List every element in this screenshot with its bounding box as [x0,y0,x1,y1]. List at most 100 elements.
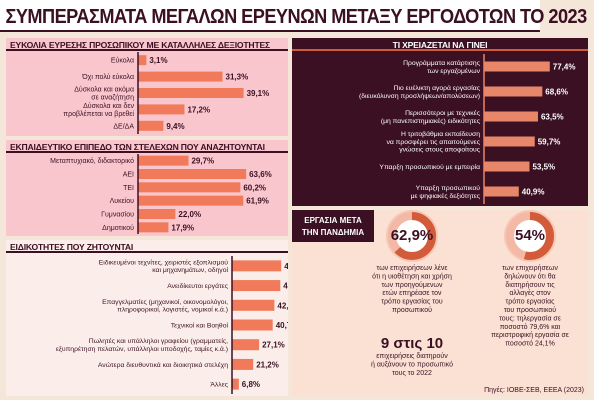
bar [138,169,247,179]
category-label: (διευκόλυνση προσλήψεων/απολύσεων) [359,92,480,100]
donut-caption: του προσωπικού [504,306,556,314]
value-label: 40,7% [276,321,288,330]
donut-caption: ότι η υιοθέτηση και χρήση [372,272,452,280]
donut-value: 54% [515,227,545,244]
bar [484,111,538,122]
category-label: Περισσότεροι με τεχνικές [405,109,481,117]
bar [138,155,189,166]
value-label: 77,4% [553,63,576,72]
donut-caption: ποσοστό 24,1% [505,340,555,348]
value-label: 17,9% [171,223,194,232]
section-title: ΤΗΝ ΠΑΝΔΗΜΙΑ [302,228,364,237]
bar [138,209,176,219]
category-label: Προγράμματα κατάρτισης [403,59,481,67]
stat-caption: ή αυξάνουν το προσωπικό [371,360,453,368]
category-label: (μη πανεπιστημιακές) ειδικότητες [381,117,481,125]
bar [232,280,281,292]
value-label: 40,9% [522,188,545,197]
category-label: Δύσκολα και δεν [83,102,134,110]
panel-what-is-needed: ΤΙ ΧΡΕΙΑΖΕΤΑΙ ΝΑ ΓΙΝΕΙ Προγράμματα κατάρ… [292,38,588,206]
panel-specialties: ΕΙΔΙΚΟΤΗΤΕΣ ΠΟΥ ΖΗΤΟΥΝΤΑΙ Ειδικευμένοι τ… [6,240,288,396]
value-label: 63,5% [541,113,564,122]
donut-caption: ετών επηρέασε τον [382,289,442,297]
bar [232,358,254,370]
category-label: Τεχνικοί και Βοηθοί [171,321,229,329]
bar [138,104,185,115]
category-label: Δημοτικού [102,224,134,232]
category-label: Λυκείου [110,197,135,205]
value-label: 31,3% [226,73,249,82]
value-label: 53,5% [532,163,555,172]
stat-value: 9 στις 10 [381,335,443,352]
value-label: 22,0% [178,210,201,219]
value-label: 42,4% [277,301,288,310]
value-label: 61,9% [246,197,269,206]
value-label: 9,4% [166,122,184,131]
category-label: με ψηφιακές δεξιότητες [411,192,481,200]
category-label: εξυπηρέτηση πελατών, υπάλληλοι υποδοχής,… [56,345,228,353]
source-note: Πηγές: ΙΟΒΕ-ΣΕΒ, ΕΕΕΑ (2023) [484,386,584,394]
panel-title: ΤΙ ΧΡΕΙΑΖΕΤΑΙ ΝΑ ΓΙΝΕΙ [292,38,588,51]
donut-slice [388,212,436,260]
donut-caption: των προηγούμενων [381,281,443,289]
bar [138,222,169,233]
category-label: Η τριτοβάθμια εκπαίδευση [401,130,480,138]
category-label: των εργαζομένων [427,67,480,75]
donut-value: 62,9% [391,227,434,244]
category-label: Άλλες [210,382,228,389]
panel-ease-of-hiring: ΕΥΚΟΛΙΑ ΕΥΡΕΣΗΣ ΠΡΟΣΩΠΙΚΟΥ ΜΕ ΚΑΤΑΛΛΗΛΕΣ… [6,38,288,136]
panel-title: ΕΚΠΑΙΔΕΥΤΙΚΟ ΕΠΙΠΕΔΟ ΤΩΝ ΣΤΕΛΕΧΩΝ ΠΟΥ ΑΝ… [6,140,288,153]
category-label: Πωλητές και υπάλληλοι γραφείου (γραμματε… [89,337,228,345]
donut-caption: δηλώνουν ότι θα [504,272,555,280]
value-label: 48,3% [283,282,288,291]
bar [232,299,275,311]
panel-post-pandemic: ΕΡΓΑΣΙΑ ΜΕΤΑ ΤΗΝ ΠΑΝΔΗΜΙΑ 62,9% των επιχειρ… [292,210,588,396]
value-label: 49,2% [284,262,288,271]
value-label: 68,6% [545,88,568,97]
bar [232,260,282,272]
value-label: 17,2% [187,105,210,114]
category-label: σε αναζήτηση [91,94,134,101]
donut-caption: τρόπο εργασίας [505,298,555,306]
category-label: Εύκολα [111,57,134,65]
donut-caption: των επιχειρήσεων λένε [377,264,448,272]
bar [484,61,550,72]
value-label: 21,2% [256,360,279,369]
value-label: 59,7% [538,138,561,147]
donut-caption: αλλαγές στον [509,289,551,297]
panel-title: ΕΥΚΟΛΙΑ ΕΥΡΕΣΗΣ ΠΡΟΣΩΠΙΚΟΥ ΜΕ ΚΑΤΑΛΛΗΛΕΣ… [6,38,288,51]
bar [138,55,147,66]
category-label: Γυμνασίου [101,210,134,218]
bar [232,339,260,351]
value-label: 63,6% [249,170,272,179]
bar [138,182,241,193]
category-label: Ειδικευμένοι τεχνίτες, χειριστές εξοπλισ… [99,258,229,266]
category-label: Επαγγελματίες (μηχανικοί, οικονομολόγοι, [102,298,228,306]
category-label: και μηχανημάτων, οδηγοί [152,266,228,274]
value-label: 29,7% [191,157,214,166]
stat-caption: επιχειρήσεις διατηρούν [376,352,448,360]
category-label: Υπαρξη προσωπικού [416,184,481,192]
donut-caption: περιστροφική εργασία σε [491,331,569,339]
donut-caption: τρόπο εργασίας του [381,298,443,306]
category-label: Μεταπτυχιακό, διδακτορικό [50,157,134,165]
bar [232,378,239,390]
donut-slice [506,212,554,260]
value-label: 60,2% [243,183,266,192]
donut-caption: των επιχειρήσεων [502,265,558,272]
category-label: Υπαρξη προσωπικού με εμπειρία [379,163,480,171]
value-label: 27,1% [262,341,285,350]
bar [138,120,164,131]
bar [484,161,530,172]
donut-caption: προσωπικού [392,306,432,314]
category-label: ΑΕΙ [123,171,134,178]
category-label: προβλέπεται να βρεθεί [63,110,134,118]
donut-caption: διατηρήσουν τις [505,282,555,289]
category-label: γνώσεις στους αποφοίτους [399,146,481,154]
category-label: Ανειδίκευτοι εργάτες [167,282,228,290]
bar [484,186,519,197]
category-label: ΔΕ/ΔΑ [113,123,134,130]
category-label: Δύσκολα και ακόμα [74,85,134,93]
bar [138,195,244,206]
panel-title: ΕΙΔΙΚΟΤΗΤΕΣ ΠΟΥ ΖΗΤΟΥΝΤΑΙ [6,240,288,253]
